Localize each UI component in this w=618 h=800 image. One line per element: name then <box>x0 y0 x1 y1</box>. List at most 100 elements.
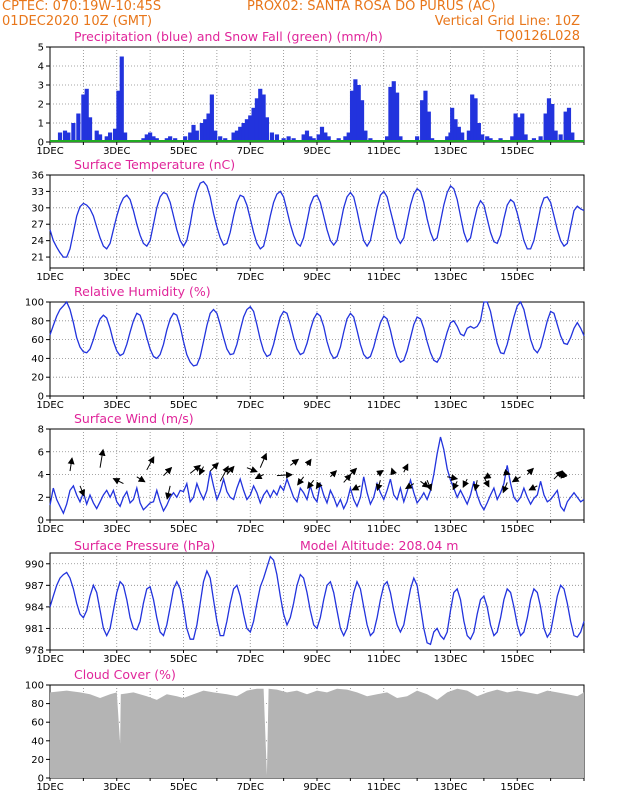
rh-title: Relative Humidity (%) <box>74 284 211 299</box>
precip-bar <box>485 136 490 142</box>
precip-bar <box>543 113 548 142</box>
temp-title: Surface Temperature (nC) <box>74 157 235 172</box>
precip-bar <box>213 130 218 142</box>
pressure-title: Surface Pressure (hPa) <box>74 538 215 553</box>
precip-bar <box>57 132 63 142</box>
precip-xtick-label: 5DEC <box>170 146 197 157</box>
temp-xtick-label: 15DEC <box>500 272 534 283</box>
wind-xtick-label: 5DEC <box>170 524 197 535</box>
precip-xtick-label: 11DEC <box>367 146 401 157</box>
temp-ytick-label: 36 <box>31 171 44 182</box>
precip-bar <box>238 126 243 142</box>
panel-wind: 0 2 4 6 8 1DEC 3DEC 5DEC 7DEC 9DEC 11DEC 13DEC 15DEC… <box>36 411 585 535</box>
wind-direction-arrow <box>226 465 235 475</box>
rh-ytick-label: 20 <box>31 373 44 384</box>
precip-bar <box>301 134 306 142</box>
wind-direction-arrow <box>560 470 568 479</box>
wind-direction-arrow <box>376 469 384 477</box>
cloud-xtick-label: 7DEC <box>237 782 264 793</box>
precip-bar <box>261 94 266 142</box>
panel-precip: 0 1 2 3 4 5 1DEC 3DEC 5DEC 7DEC 9DEC 11DEC 13DEC 15DE… <box>36 29 585 157</box>
cloud-cover-area <box>50 688 584 778</box>
cloud-ytick-label: 40 <box>31 736 44 747</box>
precip-bar <box>274 134 280 142</box>
precip-bar <box>209 94 214 142</box>
wind-direction-arrow <box>246 466 258 473</box>
precip-bar <box>473 98 478 142</box>
rh-xtick-label: 9DEC <box>303 400 330 411</box>
precip-bar <box>423 90 428 142</box>
rh-xtick-label: 13DEC <box>434 400 468 411</box>
precip-bar <box>415 136 420 142</box>
pressure-ytick-label: 981 <box>25 624 44 635</box>
precip-bar <box>71 123 76 142</box>
rh-ytick-label: 60 <box>31 335 44 346</box>
precip-xtick-label: 3DEC <box>103 146 130 157</box>
precip-bar <box>570 132 575 142</box>
wind-direction-arrow <box>526 467 534 476</box>
precip-bar <box>248 115 253 142</box>
precip-bar <box>76 113 81 142</box>
precip-bar <box>420 100 425 142</box>
precip-bar <box>550 104 555 142</box>
wind-direction-arrow <box>349 467 358 476</box>
wind-direction-arrow <box>375 480 383 492</box>
wind-direction-arrow <box>462 478 470 488</box>
pressure-subtitle: Model Altitude: 208.04 m <box>300 538 458 553</box>
precip-bar <box>523 134 528 142</box>
precip-bar <box>119 56 124 142</box>
precip-bar <box>456 126 461 142</box>
wind-direction-arrow <box>483 472 492 480</box>
precip-bar <box>194 130 199 142</box>
wind-direction-arrow <box>452 481 459 491</box>
precip-bar <box>450 107 455 142</box>
pressure-xtick-label: 9DEC <box>303 654 330 665</box>
precip-bar <box>234 130 239 142</box>
wind-direction-arrow <box>502 482 509 494</box>
wind-direction-arrow <box>189 464 201 474</box>
wind-direction-arrow <box>404 482 415 490</box>
precip-bar <box>191 124 196 142</box>
precip-bar <box>258 88 263 142</box>
panel-temp: 21 24 27 30 33 36 1DEC 3DEC 5DEC 7DEC 9DEC 11DEC 13D… <box>31 157 585 283</box>
precip-bar <box>304 130 310 142</box>
precip-bar <box>356 85 361 142</box>
wind-xtick-label: 15DEC <box>500 524 534 535</box>
temp-ytick-label: 24 <box>31 236 44 247</box>
precip-bar <box>316 134 321 142</box>
wind-direction-arrow <box>78 485 86 497</box>
precip-bar <box>264 117 270 142</box>
temp-xtick-label: 3DEC <box>103 272 130 283</box>
precip-bar <box>254 98 260 142</box>
precip-bar <box>203 119 208 142</box>
precip-bar <box>104 136 109 142</box>
wind-direction-arrow <box>219 465 229 482</box>
precip-xtick-label: 7DEC <box>237 146 264 157</box>
cloud-xtick-label: 15DEC <box>500 782 534 793</box>
precip-bar <box>199 123 204 142</box>
precip-bar <box>349 90 355 142</box>
precip-bar <box>241 123 246 142</box>
precip-bar <box>84 88 89 142</box>
pressure-xtick-label: 7DEC <box>237 654 264 665</box>
precip-bar <box>62 130 68 142</box>
precip-bar <box>553 130 558 142</box>
cloud-xtick-label: 13DEC <box>434 782 468 793</box>
precip-bar <box>563 111 568 142</box>
cloud-ytick-label: 0 <box>38 774 44 785</box>
precip-xtick-label: 1DEC <box>36 146 63 157</box>
precip-bar <box>538 136 543 142</box>
wind-direction-arrow <box>67 457 75 472</box>
wind-direction-arrow <box>254 472 264 479</box>
cloud-ytick-label: 80 <box>31 699 44 710</box>
rh-xtick-label: 5DEC <box>170 400 197 411</box>
rh-ytick-label: 80 <box>31 316 44 327</box>
rh-ytick-label: 40 <box>31 354 44 365</box>
wind-direction-arrow <box>112 478 124 485</box>
precip-bar <box>359 100 365 142</box>
wind-direction-arrow <box>146 456 155 471</box>
wind-xtick-label: 1DEC <box>36 524 63 535</box>
wind-xtick-label: 13DEC <box>434 524 468 535</box>
precip-ytick-label: 3 <box>38 81 44 92</box>
precip-bar <box>107 132 113 142</box>
